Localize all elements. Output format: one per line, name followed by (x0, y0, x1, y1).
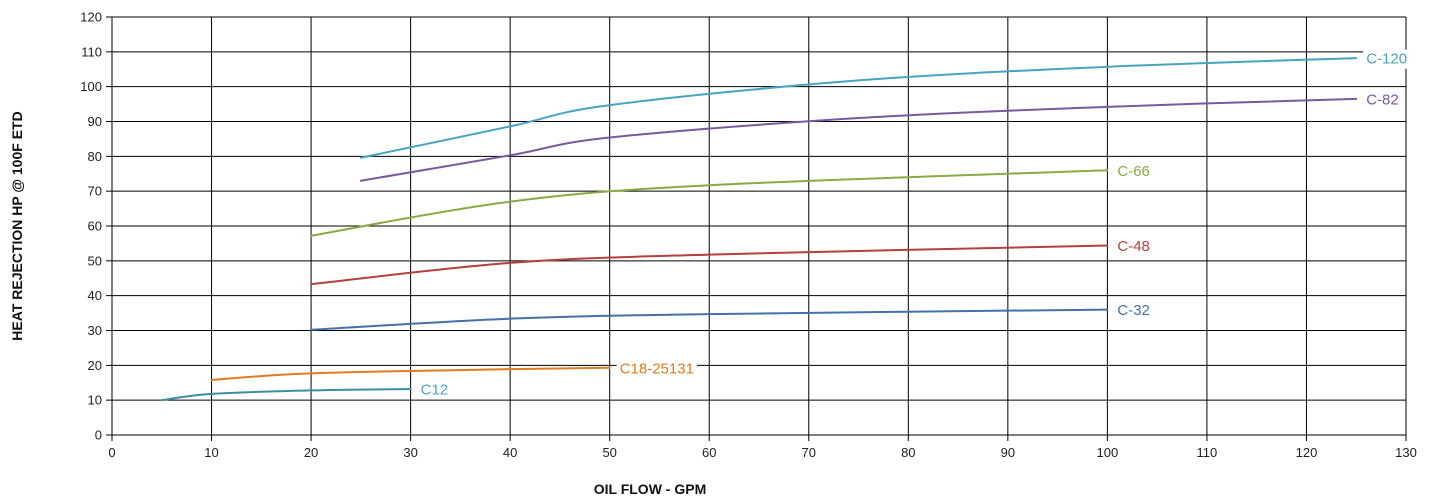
x-tick-label: 30 (403, 445, 417, 460)
series-lines (160, 57, 1358, 402)
x-axis-title: OIL FLOW - GPM (594, 481, 707, 497)
y-tick-label: 70 (88, 184, 102, 199)
series-label-background (417, 380, 452, 400)
x-tick-label: 130 (1395, 445, 1417, 460)
series-label-background (1114, 237, 1153, 257)
series-label-background (616, 359, 697, 379)
series-label-background (1363, 49, 1411, 69)
y-tick-label: 100 (80, 79, 102, 94)
series-line-c-48 (310, 244, 1109, 286)
y-tick-label: 20 (88, 358, 102, 373)
y-tick-label: 120 (80, 10, 102, 25)
y-tick-label: 40 (88, 288, 102, 303)
x-tick-labels: 0 10 20 30 40 50 60 70 80 90 100 110 120 130 (108, 445, 1416, 460)
y-tick-labels: 0 10 20 30 40 50 60 70 80 90 100 110 120 (80, 10, 102, 443)
series-label-background (1114, 161, 1153, 181)
series-line-c-120 (359, 57, 1358, 159)
series-label-c12: C12 (421, 382, 449, 399)
series-label-c-66: C-66 (1117, 163, 1150, 180)
grid (106, 16, 1407, 441)
x-tick-label: 80 (901, 445, 915, 460)
x-tick-label: 10 (204, 445, 218, 460)
x-tick-label: 120 (1296, 445, 1318, 460)
x-tick-label: 90 (1001, 445, 1015, 460)
y-tick-label: 30 (88, 323, 102, 338)
series-line-c-82 (359, 97, 1358, 182)
y-tick-label: 60 (88, 219, 102, 234)
y-tick-label: 90 (88, 114, 102, 129)
series-line-c-32 (310, 308, 1109, 331)
y-tick-label: 0 (95, 428, 102, 443)
x-tick-label: 70 (802, 445, 816, 460)
x-tick-label: 110 (1197, 445, 1218, 460)
x-tick-label: 20 (304, 445, 318, 460)
series-label-c-48: C-48 (1117, 238, 1150, 255)
x-tick-label: 40 (503, 445, 517, 460)
series-label-c-82: C-82 (1366, 91, 1399, 108)
x-tick-label: 0 (108, 445, 115, 460)
series-line-c18-25131 (210, 366, 611, 381)
y-tick-label: 10 (88, 393, 102, 408)
series-line-c12 (160, 388, 412, 402)
y-axis-title: HEAT REJECTION HP @ 100F ETD (9, 111, 25, 340)
series-labels: C12 C18-25131 C-32 C-48 C-66 C-82 C-120 (417, 49, 1411, 400)
series-label-background (1363, 90, 1402, 110)
series-label-c18-25131: C18-25131 (620, 360, 694, 377)
series-line-c-66 (310, 169, 1109, 237)
y-tick-label: 50 (88, 253, 102, 268)
series-label-c-32: C-32 (1117, 302, 1150, 319)
x-tick-label: 50 (602, 445, 616, 460)
series-label-background (1114, 301, 1153, 321)
x-tick-label: 100 (1097, 445, 1119, 460)
series-label-c-120: C-120 (1366, 51, 1407, 68)
y-tick-label: 80 (88, 149, 102, 164)
y-tick-label: 110 (81, 44, 102, 59)
x-tick-label: 60 (702, 445, 716, 460)
